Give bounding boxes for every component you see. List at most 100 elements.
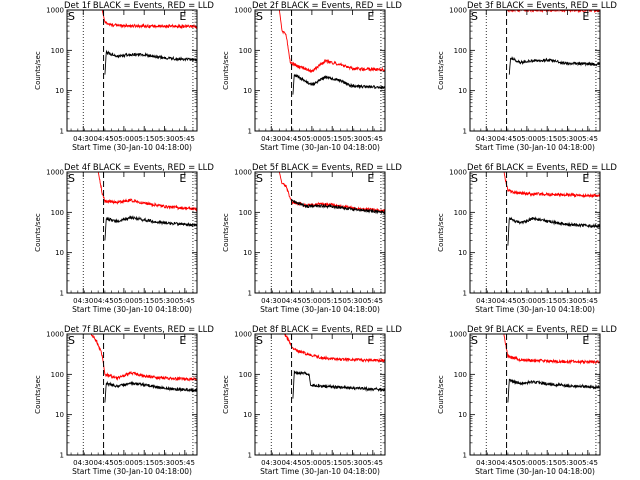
y-axis-title: Counts/sec (222, 51, 230, 90)
events-series-line (508, 56, 600, 75)
x-axis-title: Start Time (30-Jan-10 04:18:00) (72, 305, 192, 314)
events-series-line (104, 215, 197, 241)
x-tick-label: 04:45 (281, 459, 301, 467)
y-tick-label: 100 (239, 47, 252, 55)
y-axis-title: Counts/sec (437, 213, 445, 252)
y-tick-label: 1 (60, 290, 64, 298)
lld-series-line (506, 10, 600, 14)
end-marker-label: E (367, 10, 374, 23)
series-group (97, 172, 197, 241)
y-tick-label: 1000 (234, 169, 252, 177)
start-marker-label: S (256, 334, 263, 347)
x-axis-title: Start Time (30-Jan-10 04:18:00) (475, 143, 595, 152)
x-tick-label: 05:45 (363, 135, 383, 143)
plot-frame (66, 333, 198, 456)
y-axis-title: Counts/sec (34, 51, 42, 90)
series-group (503, 334, 600, 403)
x-axis-title: Start Time (30-Jan-10 04:18:00) (72, 143, 192, 152)
x-axis-title: Start Time (30-Jan-10 04:18:00) (475, 467, 595, 476)
y-tick-label: 1 (60, 452, 64, 460)
x-tick-label: 05:45 (175, 135, 195, 143)
x-tick-label: 04:30 (73, 135, 93, 143)
events-series-line (507, 378, 600, 403)
x-tick-label: 05:15 (322, 459, 342, 467)
x-tick-label: 04:45 (496, 135, 516, 143)
x-tick-label: 04:30 (73, 297, 93, 305)
end-marker-label: E (582, 334, 589, 347)
x-tick-label: 05:30 (342, 297, 362, 305)
start-marker-label: S (471, 172, 478, 185)
events-series-line (291, 199, 385, 215)
x-tick-label: 04:30 (261, 135, 281, 143)
series-group (278, 172, 385, 215)
start-marker-label: S (471, 10, 478, 23)
panel-title: Det 2f BLACK = Events, RED = LLD (252, 1, 402, 11)
lld-series-line (97, 172, 197, 212)
y-tick-label: 1 (60, 128, 64, 136)
start-marker-label: S (256, 10, 263, 23)
x-tick-label: 04:30 (476, 297, 496, 305)
x-tick-label: 05:00 (517, 459, 537, 467)
x-tick-label: 05:15 (322, 135, 342, 143)
y-tick-label: 10 (55, 411, 64, 419)
x-axis-title: Start Time (30-Jan-10 04:18:00) (72, 467, 192, 476)
y-tick-label: 100 (454, 47, 467, 55)
x-tick-label: 05:15 (537, 459, 557, 467)
y-tick-label: 10 (458, 411, 467, 419)
panel-title: Det 4f BLACK = Events, RED = LLD (64, 163, 214, 173)
start-marker-label: S (68, 334, 75, 347)
lld-series-line (284, 334, 385, 364)
y-axis-title: Counts/sec (437, 51, 445, 90)
y-tick-label: 1000 (449, 169, 467, 177)
y-tick-label: 1000 (234, 7, 252, 15)
y-tick-label: 1000 (234, 331, 252, 339)
x-tick-label: 05:00 (517, 135, 537, 143)
lld-series-line (90, 334, 197, 382)
y-tick-label: 1 (248, 128, 252, 136)
x-tick-label: 04:45 (281, 297, 301, 305)
x-tick-label: 05:45 (578, 297, 598, 305)
series-group (284, 334, 385, 399)
lld-series-line (101, 10, 197, 30)
x-tick-label: 05:15 (537, 297, 557, 305)
y-tick-label: 1 (463, 452, 467, 460)
end-marker-label: E (582, 172, 589, 185)
x-axis-title: Start Time (30-Jan-10 04:18:00) (260, 305, 380, 314)
start-marker-label: S (256, 172, 263, 185)
x-tick-label: 05:15 (322, 297, 342, 305)
x-tick-label: 04:45 (93, 459, 113, 467)
y-tick-label: 100 (51, 209, 64, 217)
lld-series-line (503, 172, 600, 199)
x-tick-label: 05:00 (302, 459, 322, 467)
series-group (503, 172, 600, 246)
series-group (278, 10, 385, 95)
x-tick-label: 04:45 (281, 135, 301, 143)
events-series-line (292, 73, 385, 95)
x-tick-label: 04:30 (261, 459, 281, 467)
y-tick-label: 1000 (449, 331, 467, 339)
panel-title: Det 9f BLACK = Events, RED = LLD (467, 325, 617, 335)
y-axis-title: Counts/sec (34, 375, 42, 414)
plot-frame (254, 333, 386, 456)
y-tick-label: 1 (248, 452, 252, 460)
x-tick-label: 05:45 (363, 459, 383, 467)
panel-title: Det 8f BLACK = Events, RED = LLD (252, 325, 402, 335)
lld-series-line (278, 10, 385, 74)
y-tick-label: 1000 (46, 169, 64, 177)
start-marker-label: S (68, 172, 75, 185)
events-series-line (104, 49, 197, 75)
events-series-line (507, 216, 600, 246)
x-tick-label: 05:15 (134, 135, 154, 143)
end-marker-label: E (367, 334, 374, 347)
x-tick-label: 05:15 (537, 135, 557, 143)
x-tick-label: 04:45 (93, 297, 113, 305)
y-tick-label: 1000 (46, 7, 64, 15)
x-tick-label: 05:00 (114, 135, 134, 143)
y-axis-title: Counts/sec (34, 213, 42, 252)
x-tick-label: 05:30 (557, 459, 577, 467)
y-axis-title: Counts/sec (222, 213, 230, 252)
x-tick-label: 04:30 (476, 135, 496, 143)
